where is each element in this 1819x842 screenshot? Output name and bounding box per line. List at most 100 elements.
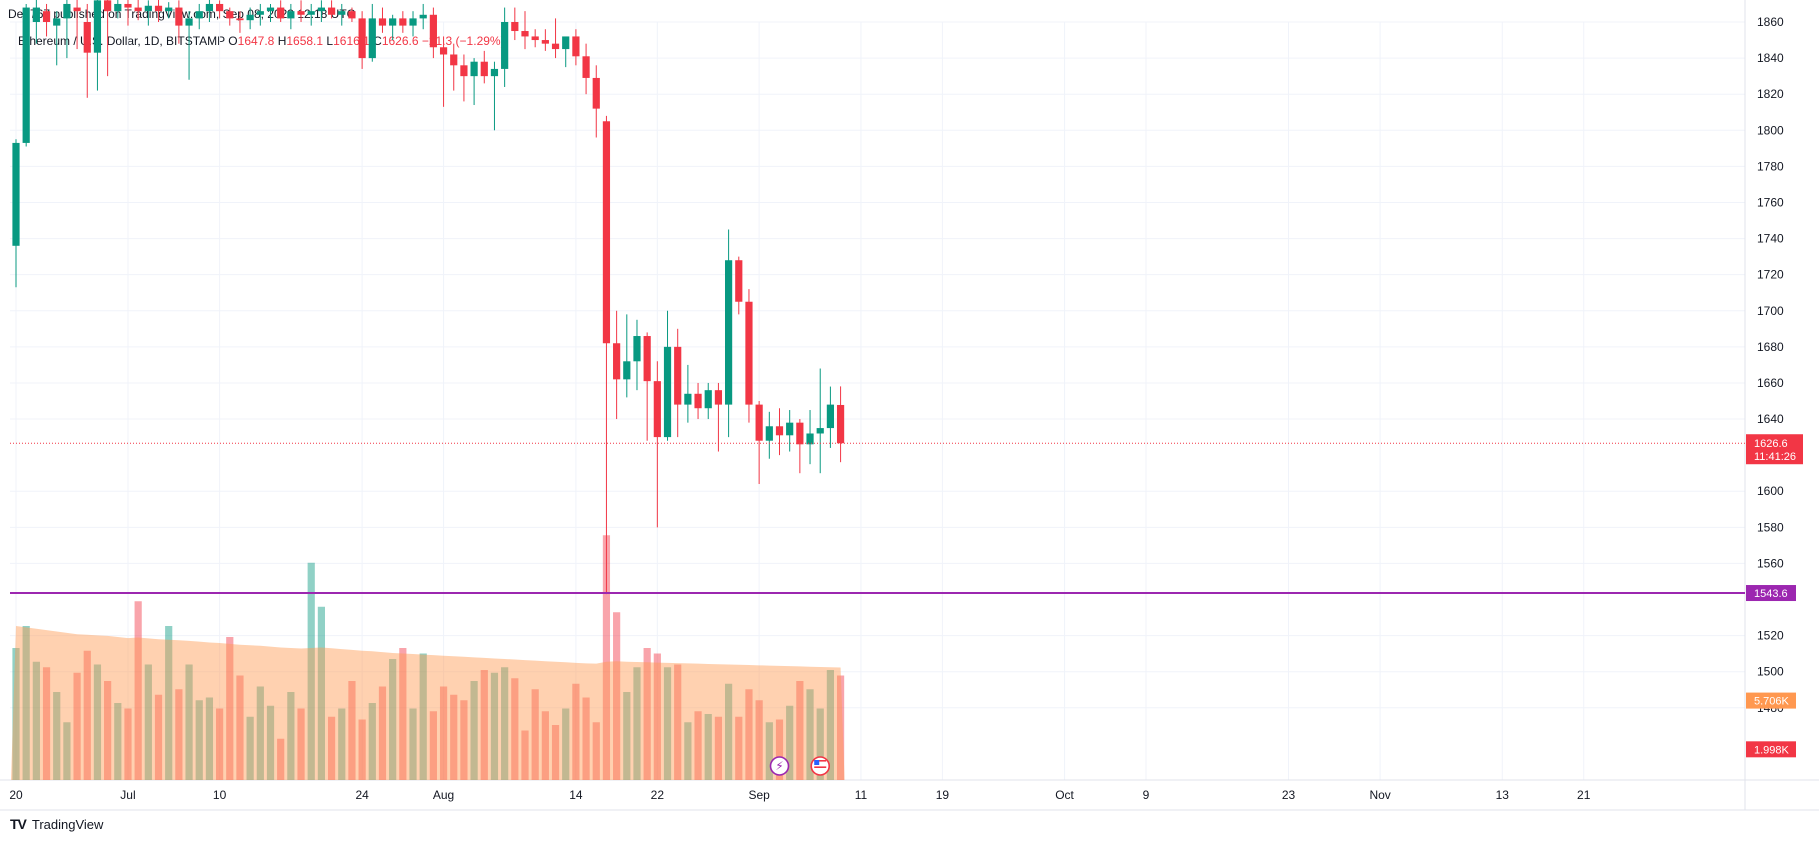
candle-body — [22, 7, 30, 143]
volume-bar — [602, 535, 611, 780]
candle-body — [460, 65, 468, 77]
volume-bar — [450, 694, 458, 780]
flag-stripe — [814, 769, 827, 772]
x-tick-label: 13 — [1496, 788, 1510, 802]
candle-body — [154, 5, 163, 12]
volume-value-label: 5.706K — [1754, 696, 1790, 708]
volume-bar — [409, 708, 417, 780]
candle-body — [429, 14, 437, 48]
volume-bar — [796, 681, 804, 780]
volume-bar — [144, 664, 152, 780]
volume-bar — [684, 722, 692, 780]
volume-bar — [389, 659, 397, 780]
candle-body — [246, 14, 254, 21]
volume-bar — [725, 683, 733, 780]
volume-bar — [266, 705, 275, 780]
volume-bar — [623, 692, 631, 780]
us-flag-event-icon — [810, 756, 831, 776]
volume-bar — [826, 670, 834, 780]
volume-bar — [327, 716, 336, 780]
volume-bar — [806, 689, 814, 780]
volume-bar — [735, 716, 743, 780]
candle-body — [613, 343, 621, 380]
volume-bar — [277, 738, 285, 780]
volume-bar — [745, 689, 753, 780]
candle-body — [277, 7, 285, 19]
candle-body — [714, 390, 723, 405]
x-tick-label: 21 — [1577, 788, 1591, 802]
candle-body — [663, 346, 672, 438]
volume-bar — [541, 711, 549, 780]
support-price-tag — [1746, 585, 1796, 602]
volume-bar — [613, 612, 621, 780]
volume-bar — [287, 692, 295, 780]
candle-body — [796, 422, 804, 445]
open-label: O — [228, 34, 238, 48]
y-tick-label: 1860 — [1757, 15, 1784, 29]
candle-body — [195, 11, 203, 19]
volume-bar — [592, 722, 600, 780]
volume-bar — [124, 708, 132, 780]
volume-bar — [775, 719, 784, 780]
candle-body — [256, 11, 264, 15]
candle-body — [399, 18, 407, 26]
flag-stripe — [814, 760, 827, 762]
candle-body — [745, 301, 753, 405]
volume-bar — [765, 722, 773, 780]
volume-bar — [134, 601, 142, 780]
volume-bar — [205, 697, 214, 780]
volume-bar — [531, 689, 539, 780]
y-tick-label: 1560 — [1757, 556, 1784, 570]
candle-body — [104, 0, 112, 12]
brand-name: TradingView — [31, 816, 104, 832]
volume-bar — [562, 708, 570, 780]
x-tick-label: Aug — [433, 788, 454, 802]
volume-bar — [185, 664, 193, 780]
candle-body — [582, 56, 590, 78]
volume-bar — [307, 562, 315, 780]
volume-bar — [256, 686, 264, 780]
y-tick-label: 1720 — [1757, 268, 1784, 282]
volume-bar — [42, 667, 51, 780]
volume-bar — [63, 722, 71, 780]
volume-bar — [93, 664, 102, 780]
candle-body — [572, 36, 580, 57]
volume-bar — [704, 714, 712, 780]
candle-body — [511, 22, 519, 32]
candle-body — [266, 7, 275, 12]
candle-body — [83, 22, 91, 53]
candle-body — [551, 43, 560, 50]
symbol-legend: Ethereum / U.S. Dollar, 1D, BITSTAMP O16… — [18, 34, 505, 48]
candle-body — [317, 7, 325, 12]
volume-bar — [114, 703, 122, 780]
x-tick-label: Jul — [120, 788, 135, 802]
candle-body — [348, 11, 356, 19]
volume-value-tag — [1746, 692, 1796, 709]
candle-body — [175, 7, 183, 26]
x-tick-label: 11 — [855, 788, 868, 802]
volume-bar — [694, 711, 702, 780]
candle-body — [694, 393, 702, 409]
volume-bar — [674, 664, 682, 780]
y-tick-label: 1640 — [1757, 412, 1784, 426]
volume-bar — [653, 653, 661, 780]
candle-body — [297, 11, 305, 15]
candle-body — [12, 142, 20, 246]
volume-bar — [195, 700, 203, 780]
volume-bar — [317, 606, 325, 780]
x-tick-label: 24 — [355, 788, 369, 802]
candle-body — [684, 393, 692, 405]
volume-bar — [419, 653, 427, 780]
volume-bar — [226, 637, 234, 780]
volume-bar — [399, 648, 407, 780]
candle-body — [623, 361, 631, 380]
candle-body — [480, 61, 488, 77]
volume-ma-area — [11, 626, 845, 780]
candle-body — [287, 11, 295, 19]
candle-body — [653, 381, 661, 438]
countdown-label: 11:41:26 — [1754, 451, 1796, 463]
volume-bar — [501, 667, 509, 780]
candle-body — [633, 336, 641, 362]
candle-body — [806, 433, 814, 445]
